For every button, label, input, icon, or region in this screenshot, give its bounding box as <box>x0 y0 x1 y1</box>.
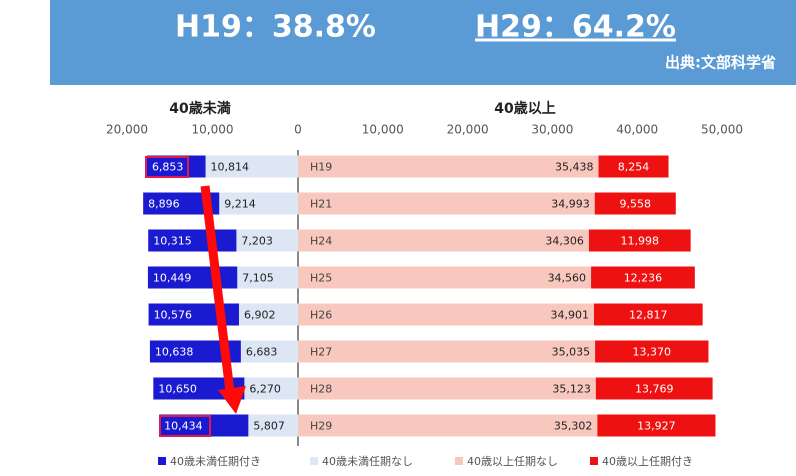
bar <box>598 155 669 178</box>
bar <box>219 192 298 215</box>
value-label: 10,434 <box>164 420 203 433</box>
bar <box>594 192 676 215</box>
header-source: 出典:文部科学省 <box>665 54 776 72</box>
arrow-head <box>218 386 246 414</box>
bar <box>298 303 594 326</box>
value-label: 34,993 <box>551 198 590 211</box>
highlight-box <box>159 415 211 437</box>
category-label: H24 <box>310 235 332 248</box>
value-label: 11,998 <box>621 235 660 248</box>
value-label: 13,769 <box>635 383 674 396</box>
legend-label: 40歳未満任期付き <box>170 455 261 468</box>
bar <box>588 229 691 252</box>
legend-label: 40歳以上任期付き <box>602 455 693 468</box>
category-label: H21 <box>310 198 332 211</box>
value-label: 6,270 <box>249 383 280 396</box>
bar <box>298 340 596 363</box>
bar <box>298 155 599 178</box>
bar <box>298 414 598 437</box>
header-left: H19：38.8% <box>175 10 376 45</box>
header-banner <box>50 0 796 85</box>
bar <box>149 340 241 363</box>
bar <box>298 229 589 252</box>
value-label: 6,902 <box>244 309 276 322</box>
bar <box>236 229 298 252</box>
value-label: 10,449 <box>153 272 192 285</box>
category-label: H26 <box>310 309 332 322</box>
header-right: H29：64.2% <box>475 10 676 45</box>
value-label: 35,123 <box>552 383 591 396</box>
value-label: 6,683 <box>246 346 278 359</box>
value-label: 12,817 <box>629 309 668 322</box>
bar <box>298 377 596 400</box>
value-label: 10,814 <box>211 161 250 174</box>
bar <box>159 414 249 437</box>
value-label: 9,214 <box>224 198 256 211</box>
value-label: 5,807 <box>253 420 285 433</box>
x-tick-label: 20,000 <box>447 123 489 137</box>
bar <box>143 192 220 215</box>
bar <box>595 377 713 400</box>
value-label: 8,896 <box>148 198 180 211</box>
bar <box>591 266 695 289</box>
category-label: H25 <box>310 272 332 285</box>
category-label: H28 <box>310 383 332 396</box>
value-label: 13,370 <box>633 346 672 359</box>
value-label: 35,302 <box>554 420 593 433</box>
value-label: 13,927 <box>637 420 676 433</box>
bar <box>595 340 709 363</box>
value-label: 34,901 <box>550 309 589 322</box>
legend-swatch <box>310 457 318 465</box>
x-tick-label: 40,000 <box>616 123 658 137</box>
bar <box>244 377 298 400</box>
bar <box>597 414 716 437</box>
bar <box>593 303 703 326</box>
chart-title: 40歳以上 <box>494 100 555 117</box>
category-label: H19 <box>310 161 332 174</box>
legend-swatch <box>158 457 166 465</box>
legend-label: 40歳以上任期なし <box>467 455 558 468</box>
x-tick-label: 0 <box>294 123 302 137</box>
bar <box>237 266 298 289</box>
value-label: 12,236 <box>624 272 663 285</box>
bar <box>298 266 592 289</box>
x-tick-label: 20,000 <box>106 123 148 137</box>
bar <box>240 340 298 363</box>
value-label: 9,558 <box>620 198 652 211</box>
value-label: 7,203 <box>241 235 273 248</box>
value-label: 7,105 <box>242 272 274 285</box>
value-label: 6,853 <box>152 161 184 174</box>
value-label: 8,254 <box>618 161 650 174</box>
chart-title: 40歳未満 <box>169 100 230 117</box>
x-tick-label: 10,000 <box>192 123 234 137</box>
value-label: 34,560 <box>548 272 587 285</box>
value-label: 10,638 <box>155 346 194 359</box>
x-tick-label: 50,000 <box>701 123 743 137</box>
value-label: 35,438 <box>555 161 594 174</box>
legend-swatch <box>455 457 463 465</box>
category-label: H27 <box>310 346 332 359</box>
value-label: 10,576 <box>154 309 193 322</box>
arrow-shaft <box>200 185 235 393</box>
bar <box>248 414 298 437</box>
value-label: 35,035 <box>552 346 591 359</box>
bar <box>238 303 298 326</box>
value-label: 10,650 <box>158 383 197 396</box>
x-tick-label: 10,000 <box>362 123 404 137</box>
value-label: 10,315 <box>153 235 192 248</box>
bar <box>205 155 298 178</box>
category-label: H29 <box>310 420 332 433</box>
legend-swatch <box>590 457 598 465</box>
legend-label: 40歳未満任期なし <box>322 455 413 468</box>
highlight-box <box>145 156 189 178</box>
bar <box>298 192 595 215</box>
x-tick-label: 30,000 <box>531 123 573 137</box>
value-label: 34,306 <box>545 235 584 248</box>
bar <box>146 155 206 178</box>
